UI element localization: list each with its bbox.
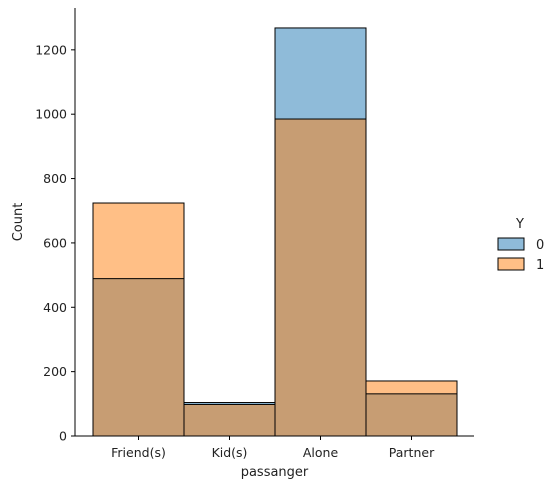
legend-title: Y [515, 217, 524, 232]
x-axis-title: passanger [241, 465, 309, 480]
x-ticks: Friend(s) Kid(s) Alone Partner [111, 436, 435, 460]
y-ticks: 0 200 400 600 800 1000 1200 [35, 42, 75, 444]
x-tick-label-2: Alone [303, 445, 339, 460]
y-tick-label-4: 800 [43, 171, 67, 186]
legend: Y 0 1 [497, 217, 544, 273]
x-tick-label-0: Friend(s) [111, 445, 166, 460]
y-tick-label-6: 1200 [35, 42, 67, 57]
x-tick-label-3: Partner [389, 445, 435, 460]
y-tick-label-3: 600 [43, 235, 67, 250]
axes [74, 8, 474, 437]
y-tick-label-2: 400 [43, 300, 67, 315]
legend-swatch-1 [497, 257, 525, 271]
legend-label-0: 0 [536, 238, 544, 253]
y-axis-title: Count [11, 203, 26, 242]
bar-y1-2 [275, 119, 366, 436]
legend-label-1: 1 [536, 258, 544, 273]
bar-y1-3 [366, 380, 457, 436]
series-1-bars [93, 119, 457, 436]
legend-swatch-0 [497, 237, 525, 251]
y-tick-label-0: 0 [59, 429, 67, 444]
x-tick-label-1: Kid(s) [212, 445, 248, 460]
y-tick-label-5: 1000 [35, 107, 67, 122]
bar-y1-1 [184, 404, 275, 436]
bar-y1-0 [93, 203, 184, 436]
y-tick-label-1: 200 [43, 364, 67, 379]
